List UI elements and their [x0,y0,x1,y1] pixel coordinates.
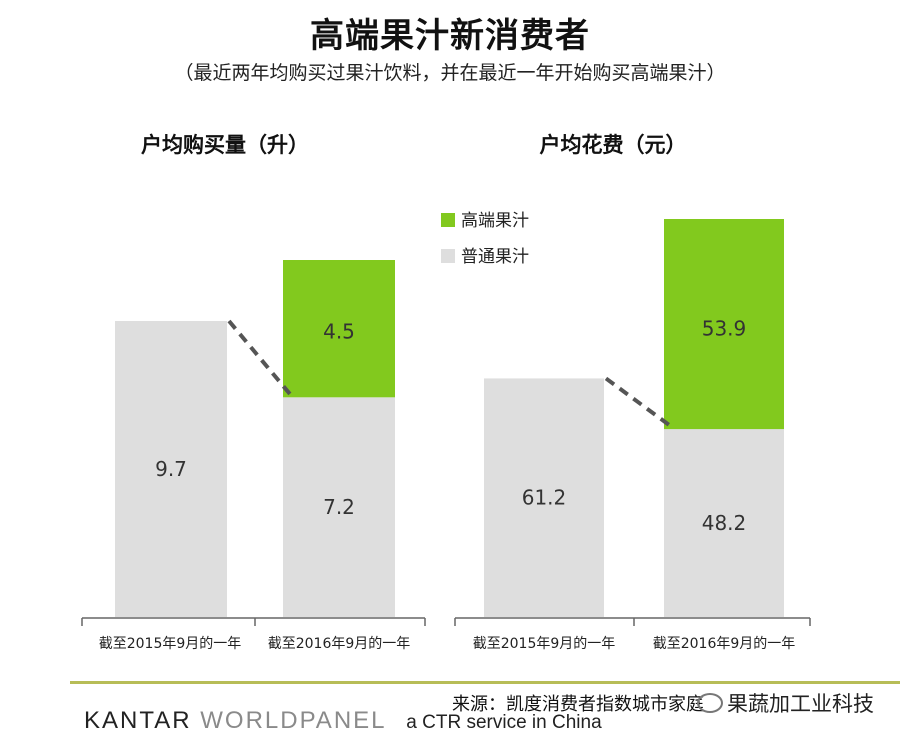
x-tick-label-right-1: 截至2016年9月的一年 [653,636,796,652]
x-tick-label-left-1: 截至2016年9月的一年 [268,636,411,652]
bar-premium-left-1 [283,260,395,398]
charts-svg: 户均购买量（升） 9.7 截至2015年9月的一年 7.2 4.5 截至2016年9月的一… [81,133,811,652]
wechat-icon [697,693,723,713]
bar-regular-right-0 [484,378,604,617]
value-label-regular-left-0: 9.7 [155,457,187,481]
chart-title-right: 户均花费（元） [540,133,687,157]
page-title: 高端果汁新消费者 [310,16,590,56]
legend-label-0: 高端果汁 [461,211,529,231]
bar-premium-right-1 [664,219,784,430]
logo-tagline: a CTR service in China [406,712,602,733]
wechat-watermark: 果蔬加工业科技 [697,688,874,718]
value-label-regular-right-0: 61.2 [522,486,567,510]
bar-regular-right-1 [664,429,784,617]
x-tick-label-left-0: 截至2015年9月的一年 [99,636,242,652]
footer-divider [70,681,900,684]
logo-worldpanel: WORLDPANEL [200,707,386,734]
page-subtitle: （最近两年均购买过果汁饮料，并在最近一年开始购买高端果汁） [174,62,726,84]
value-label-regular-left-1: 7.2 [323,495,355,519]
watermark-text: 果蔬加工业科技 [727,692,874,716]
legend-label-1: 普通果汁 [461,247,529,267]
trend-connector-left [227,319,293,397]
logo-kantar: KANTAR [84,707,192,734]
bar-regular-left-1 [283,397,395,617]
bar-regular-left-0 [115,321,227,617]
value-label-premium-right-1: 53.9 [702,316,747,340]
value-label-premium-left-1: 4.5 [323,319,355,343]
legend-swatch-1 [441,249,455,263]
chart-title-left: 户均购买量（升） [141,133,309,157]
source-note: 来源：凯度消费者指数城市家庭 [452,694,704,715]
kantar-logo: KANTAR WORLDPANEL a CTR service in China [84,707,602,735]
x-tick-label-right-0: 截至2015年9月的一年 [473,636,616,652]
value-label-regular-right-1: 48.2 [702,511,747,535]
trend-connector-right [604,376,674,429]
legend-swatch-0 [441,213,455,227]
